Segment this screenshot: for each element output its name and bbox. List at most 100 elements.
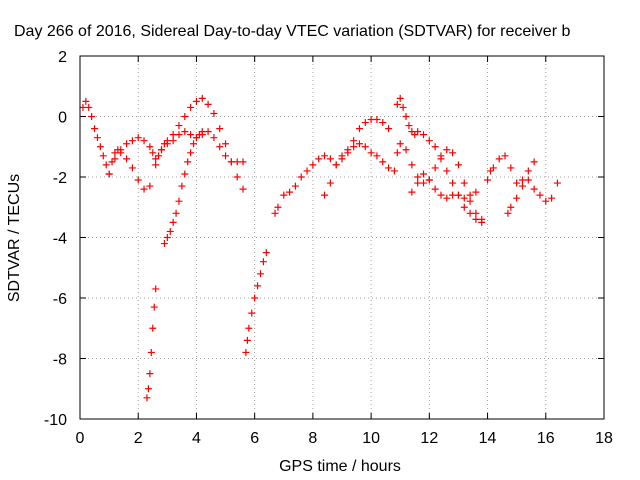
data-point [385, 164, 393, 172]
data-point [524, 176, 532, 184]
data-point [414, 128, 422, 136]
data-point [553, 179, 561, 187]
data-point [402, 113, 410, 120]
data-point [513, 179, 521, 187]
data-point [233, 173, 241, 181]
data-point [548, 194, 556, 202]
data-point [184, 158, 192, 166]
data-point [178, 182, 186, 190]
data-point [454, 191, 462, 199]
data-point [472, 209, 480, 217]
data-point [443, 194, 451, 202]
data-point [271, 209, 279, 217]
data-point [242, 348, 250, 356]
data-point [399, 103, 407, 111]
x-tick-label: 2 [134, 430, 143, 447]
data-point [303, 167, 311, 175]
data-point [425, 137, 433, 145]
data-point [393, 100, 401, 108]
data-point [379, 158, 387, 166]
y-tick-label: -8 [53, 352, 67, 369]
data-point [111, 155, 119, 163]
data-point [105, 170, 113, 178]
x-tick-label: 6 [250, 430, 259, 447]
data-point [128, 137, 136, 145]
x-axis-label: GPS time / hours [279, 458, 401, 475]
data-point [443, 167, 451, 175]
data-point [309, 161, 317, 169]
data-point [478, 215, 486, 223]
data-point [350, 143, 358, 151]
data-point [367, 149, 375, 157]
data-point [216, 143, 224, 151]
data-point [454, 161, 462, 169]
data-point [297, 173, 305, 181]
data-point [504, 209, 512, 217]
data-point [158, 146, 166, 154]
data-point [466, 191, 474, 199]
data-point [175, 197, 183, 205]
gridlines [80, 56, 604, 419]
data-point [530, 185, 538, 193]
data-point [326, 155, 334, 163]
data-point [134, 134, 142, 142]
x-tick-label: 16 [537, 430, 555, 447]
data-point [190, 140, 198, 148]
data-point [210, 109, 218, 117]
data-point [484, 176, 492, 184]
data-point [251, 294, 259, 302]
data-point [449, 179, 457, 187]
y-tick-label: -10 [44, 412, 67, 429]
data-point [408, 161, 416, 169]
chart-title: Day 266 of 2016, Sidereal Day-to-day VTE… [14, 23, 570, 40]
data-point [149, 149, 157, 157]
data-point [385, 125, 393, 133]
data-point [128, 164, 136, 172]
data-point [262, 249, 270, 257]
data-point [198, 128, 206, 136]
data-point [355, 125, 363, 133]
data-point [245, 324, 253, 332]
data-point [466, 197, 474, 205]
y-axis-ticks: 2 0 -2 -4 -6 -8 -10 [44, 49, 604, 429]
data-point [390, 167, 398, 175]
data-point [172, 209, 180, 217]
data-point [175, 122, 183, 130]
data-point [187, 103, 195, 111]
data-point [530, 158, 538, 166]
data-point [425, 176, 433, 184]
data-point [149, 324, 157, 332]
data-point [405, 122, 413, 130]
data-point [160, 240, 168, 248]
x-axis-ticks: 0 2 4 6 8 10 12 14 16 18 [76, 56, 613, 447]
data-point [216, 125, 224, 133]
y-tick-label: 0 [58, 110, 67, 127]
data-point [239, 158, 247, 166]
data-point [140, 185, 148, 193]
data-point [373, 116, 381, 124]
data-point [146, 182, 154, 190]
data-point [169, 137, 177, 145]
data-point [420, 131, 428, 139]
data-point [280, 191, 288, 199]
x-tick-label: 18 [595, 430, 613, 447]
data-point [192, 97, 200, 105]
data-point [123, 140, 131, 148]
data-point [396, 94, 404, 102]
x-tick-label: 0 [76, 430, 85, 447]
data-point [198, 94, 206, 102]
data-point [536, 191, 544, 199]
data-point [431, 185, 439, 193]
data-point [169, 218, 177, 226]
data-point [338, 152, 346, 160]
data-point [85, 103, 93, 111]
data-point [350, 137, 358, 145]
data-point [286, 188, 294, 196]
data-point [147, 348, 155, 356]
data-point [361, 119, 369, 127]
data-point [321, 152, 329, 160]
data-point [414, 179, 422, 187]
data-point [460, 194, 468, 202]
data-point [495, 155, 503, 163]
y-tick-label: 2 [58, 49, 67, 66]
